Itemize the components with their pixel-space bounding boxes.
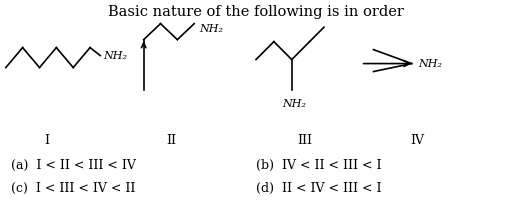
Text: Basic nature of the following is in order: Basic nature of the following is in orde…	[108, 5, 404, 19]
Text: III: III	[297, 133, 312, 146]
Text: NH₂: NH₂	[103, 50, 127, 60]
Text: NH₂: NH₂	[418, 59, 442, 69]
Text: NH₂: NH₂	[283, 98, 307, 108]
Text: IV: IV	[410, 133, 424, 146]
Text: (b)  IV < II < III < I: (b) IV < II < III < I	[256, 158, 381, 171]
Text: I: I	[44, 133, 49, 146]
Text: (a)  I < II < III < IV: (a) I < II < III < IV	[11, 158, 136, 171]
Text: (c)  I < III < IV < II: (c) I < III < IV < II	[11, 181, 135, 194]
Text: NH₂: NH₂	[199, 24, 223, 33]
Text: II: II	[167, 133, 177, 146]
Text: (d)  II < IV < III < I: (d) II < IV < III < I	[256, 181, 381, 194]
